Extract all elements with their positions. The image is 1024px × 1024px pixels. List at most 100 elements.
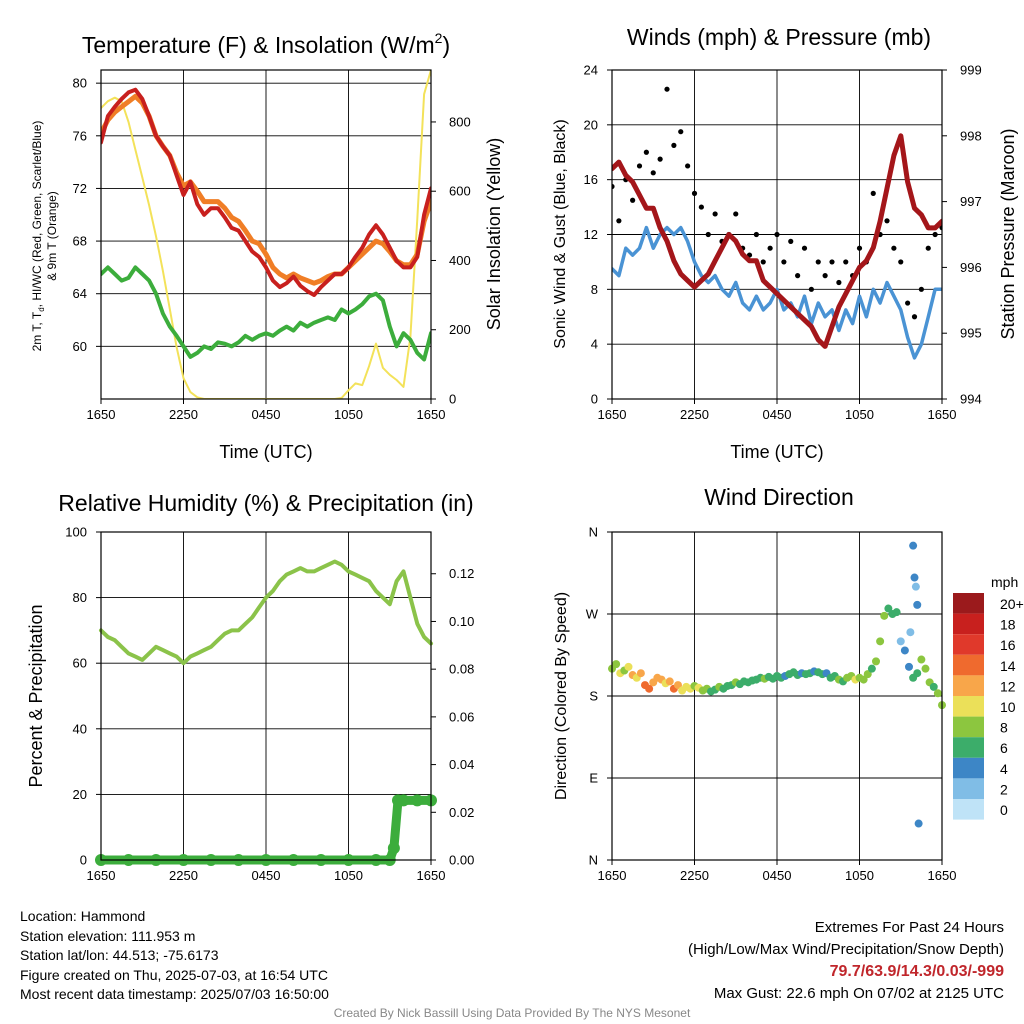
y2-tick-label: 0 xyxy=(449,392,456,407)
gust-point xyxy=(664,86,670,92)
legend-swatch xyxy=(953,716,984,738)
title-tail: ) xyxy=(442,32,450,58)
gust-point xyxy=(932,231,938,238)
y2-tick-label: 600 xyxy=(449,184,471,199)
x-tick-label: 2250 xyxy=(169,407,198,422)
panel-winds: 1650 2250 0450 1050 165004812162024994995996… xyxy=(552,24,1018,462)
y2-tick-label: 800 xyxy=(449,114,471,129)
direction-point xyxy=(921,664,930,673)
station-latlon: Station lat/lon: 44.513; -75.6173 xyxy=(20,947,219,963)
legend-swatch xyxy=(953,634,984,655)
direction-point xyxy=(859,675,868,684)
y-axis-label-subscript: d xyxy=(37,307,46,311)
gust-point xyxy=(774,231,780,238)
extremes-values: 79.7/63.9/14.3/0.03/-999 xyxy=(829,963,1004,980)
x-tick-label: 1650 xyxy=(598,407,627,422)
y-axis-label: Percent & Precipitation xyxy=(26,604,46,787)
y2-axis-label: Station Pressure (Maroon) xyxy=(998,128,1018,339)
y-tick-label: E xyxy=(589,771,598,786)
y-tick-label: 80 xyxy=(73,76,87,91)
direction-point xyxy=(900,646,909,655)
panel-temperature: 1650 2250 0450 1050 165060646872768002004006… xyxy=(30,30,504,462)
plot-border xyxy=(611,531,943,861)
gust-point xyxy=(636,163,643,169)
chart-title: Relative Humidity (%) & Precipitation (i… xyxy=(58,490,473,516)
legend-swatch xyxy=(953,654,984,676)
credit-line: Created By Nick Bassill Using Data Provi… xyxy=(333,1006,691,1020)
y2-tick-label: 996 xyxy=(960,260,982,275)
direction-point xyxy=(933,689,942,698)
direction-point xyxy=(929,682,938,691)
direction-point xyxy=(636,669,645,678)
sonic-wind-line xyxy=(612,225,942,360)
y-tick-label: 40 xyxy=(73,721,87,736)
y-axis-label: 2m T, Td, HI/WC (Red, Green, Scarlet/Blu… xyxy=(30,121,46,352)
panel-humidity: 1650 2250 0450 1050 16500204060801000.000.02… xyxy=(26,490,474,883)
direction-point xyxy=(645,684,654,693)
gust-point xyxy=(678,129,684,135)
y-axis-label: Direction (Colored By Speed) xyxy=(553,592,570,800)
direction-point xyxy=(612,660,621,669)
precip-point xyxy=(411,794,424,807)
y-tick-label: 60 xyxy=(73,656,87,671)
legend-swatch xyxy=(953,737,984,758)
direction-point xyxy=(913,669,922,678)
x-tick-label: 1650 xyxy=(87,407,116,422)
precip-point xyxy=(397,794,410,807)
y2-tick-label: 995 xyxy=(960,326,982,341)
y-tick-label: 4 xyxy=(591,337,598,352)
legend-swatch xyxy=(953,593,984,614)
y-tick-label: W xyxy=(586,607,599,622)
precip-point xyxy=(387,842,400,855)
x-tick-label: 1050 xyxy=(334,868,363,883)
plot-border xyxy=(611,69,943,400)
legend-title: mph xyxy=(991,574,1018,590)
gust-point xyxy=(905,300,911,306)
gust-point xyxy=(698,204,704,210)
wind-series xyxy=(612,86,942,360)
direction-point xyxy=(872,657,880,666)
extremes-info: Extremes For Past 24 Hours (High/Low/Max… xyxy=(688,917,1004,1005)
direction-point xyxy=(884,604,893,613)
figure-created-time: Figure created on Thu, 2025-07-03, at 16… xyxy=(20,966,328,983)
y2-tick-label: 0.00 xyxy=(449,853,474,868)
x-tick-label: 2250 xyxy=(680,407,709,422)
x-tick-label: 1650 xyxy=(928,868,957,883)
x-tick-label: 1650 xyxy=(417,407,446,422)
gust-point xyxy=(760,259,766,265)
y2-tick-label: 997 xyxy=(960,194,982,209)
station-location: Location: Hammond xyxy=(20,908,146,924)
legend-label: 2 xyxy=(1000,781,1008,797)
y2-tick-label: 200 xyxy=(449,322,471,337)
y-tick-label: 0 xyxy=(591,392,598,407)
y-tick-label: 20 xyxy=(584,117,598,132)
y2-tick-label: 994 xyxy=(960,392,982,407)
gust-point xyxy=(808,286,814,292)
gust-point xyxy=(612,183,615,190)
gust-point xyxy=(616,218,622,224)
x-tick-label: 2250 xyxy=(680,868,709,883)
legend-label: 16 xyxy=(1000,637,1016,653)
station-elevation: Station elevation: 111.953 m xyxy=(20,927,196,944)
legend-swatch xyxy=(953,675,984,696)
direction-point xyxy=(867,664,876,673)
gust-point xyxy=(753,231,759,238)
y-axis-label-rest: , HI/WC (Red, Green, Scarlet/Blue) xyxy=(30,121,44,308)
gust-point xyxy=(836,279,842,286)
x-axis-label: Time (UTC) xyxy=(730,442,823,462)
direction-point xyxy=(909,541,918,550)
y-tick-label: 64 xyxy=(73,286,87,301)
y-axis-label-line2: & 9m T (Orange) xyxy=(45,191,59,281)
title-superscript: 2 xyxy=(435,30,443,46)
gust-point xyxy=(671,142,677,148)
rh-line xyxy=(99,559,433,666)
x-tick-label: 1050 xyxy=(334,407,363,422)
legend-swatch xyxy=(953,757,984,779)
x-tick-label: 1650 xyxy=(417,868,446,883)
y-tick-label: 68 xyxy=(73,234,87,249)
chart-title: Temperature (F) & Insolation (W/m2) xyxy=(82,30,450,58)
y-tick-label: 60 xyxy=(73,339,87,354)
y-tick-label: N xyxy=(589,853,598,868)
direction-point xyxy=(674,681,682,690)
station-info: Location: Hammond Station elevation: 111… xyxy=(20,907,329,1005)
